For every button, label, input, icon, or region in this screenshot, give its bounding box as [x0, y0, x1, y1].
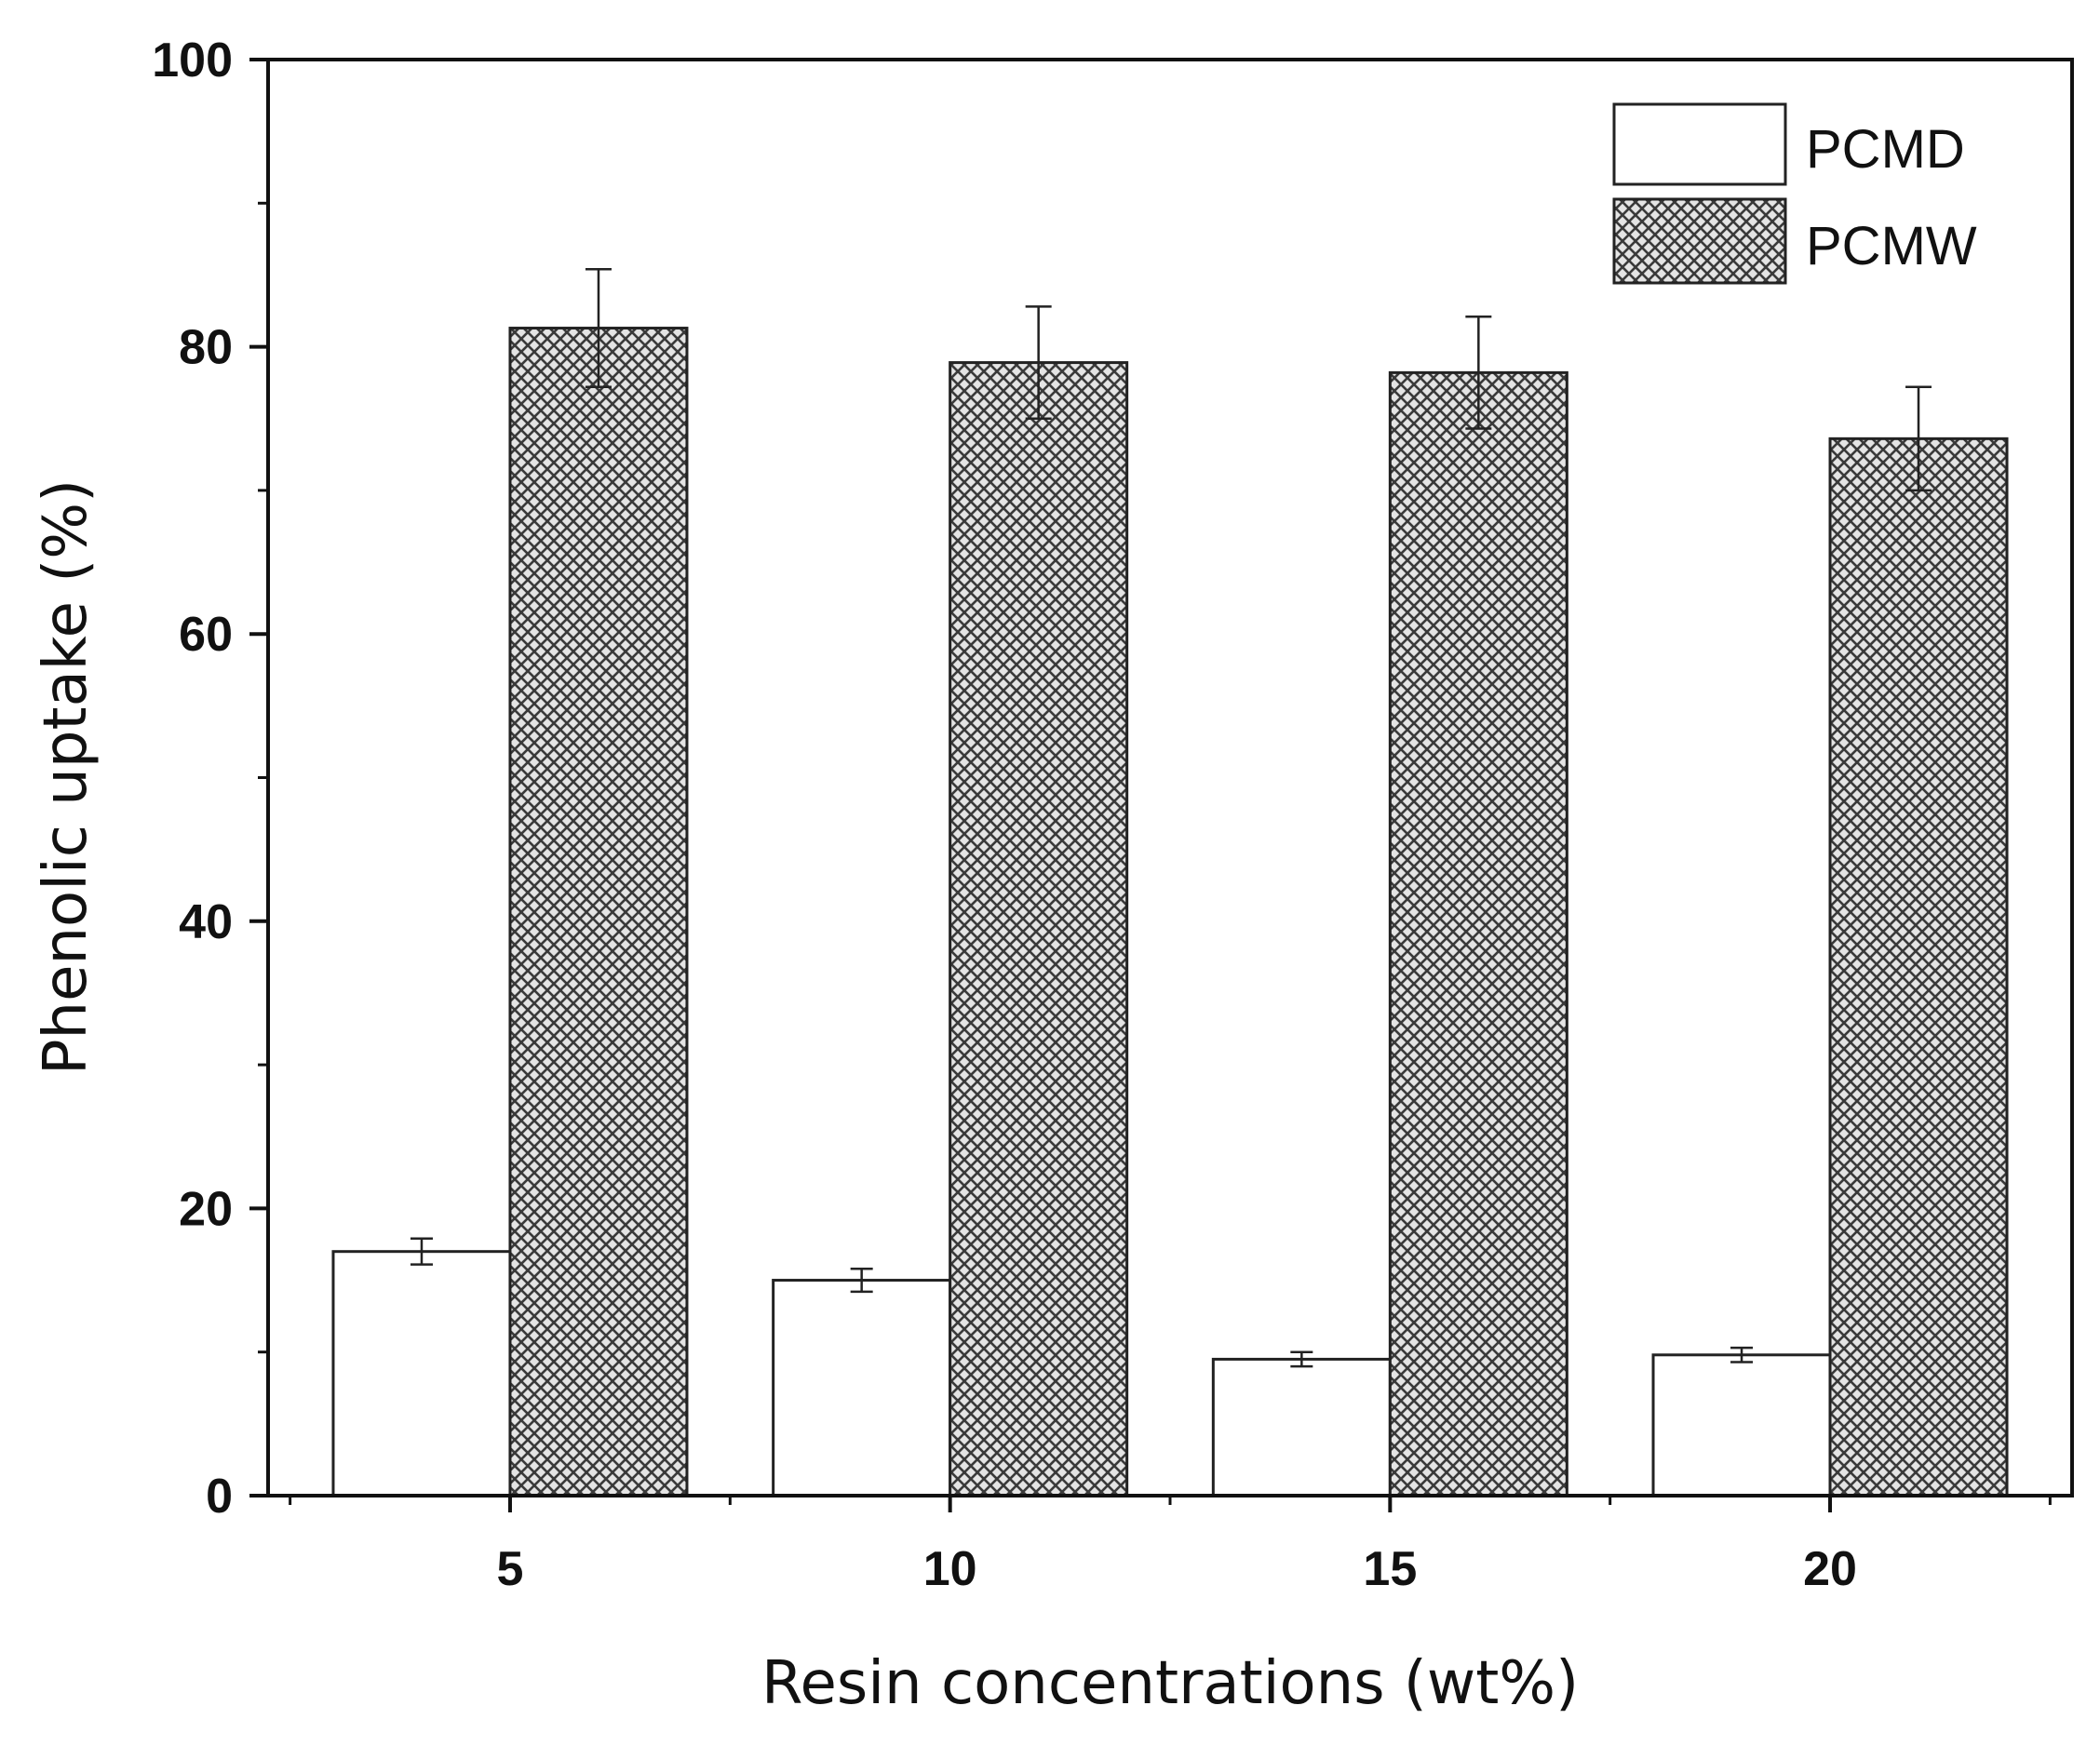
bar-pcmw-5 [508, 327, 689, 1498]
y-tick-label-80: 80 [179, 321, 233, 375]
y-tick-label-40: 40 [179, 895, 233, 949]
bar-pcmw-15 [1388, 370, 1568, 1498]
legend-swatch-pcmd [1612, 102, 1787, 186]
x-axis-ticks: 5 10 15 20 [289, 1496, 2052, 1596]
error-bar-pcmw-10 [1025, 305, 1052, 420]
legend-label-pcmw: PCMW [1806, 216, 1977, 276]
x-tick-label-20: 20 [1803, 1542, 1857, 1596]
error-bar-pcmw-20 [1905, 385, 1932, 492]
y-axis-ticks: 0 20 40 60 80 100 [152, 34, 268, 1524]
x-tick-label-10: 10 [923, 1542, 977, 1596]
x-tick-label-15: 15 [1363, 1542, 1417, 1596]
error-bar-pcmd-20 [1730, 1346, 1754, 1363]
bar-pcmd-10 [772, 1279, 952, 1498]
y-tick-label-20: 20 [179, 1182, 233, 1236]
error-bar-pcmd-15 [1290, 1350, 1313, 1368]
error-bars-layer [410, 268, 1932, 1368]
bar-pcmd-15 [1211, 1357, 1392, 1498]
legend-label-pcmd: PCMD [1806, 119, 1965, 180]
y-tick-label-100: 100 [152, 34, 233, 87]
x-axis-title: Resin concentrations (wt%) [761, 1649, 1579, 1718]
bars-layer [331, 327, 2009, 1498]
bar-pcmd-5 [331, 1250, 512, 1498]
error-bar-pcmd-5 [410, 1237, 433, 1266]
y-axis-title: Phenolic uptake (%) [32, 479, 101, 1075]
bar-pcmw-20 [1828, 436, 2009, 1498]
y-tick-label-0: 0 [206, 1470, 233, 1524]
error-bar-pcmw-15 [1465, 315, 1492, 430]
legend: PCMD PCMW [1612, 102, 1977, 285]
y-tick-label-60: 60 [179, 608, 233, 662]
bar-pcmd-20 [1651, 1353, 1832, 1498]
error-bar-pcmd-10 [850, 1267, 873, 1294]
x-tick-label-5: 5 [497, 1542, 524, 1596]
error-bar-pcmw-5 [585, 268, 612, 389]
legend-swatch-pcmw [1612, 197, 1787, 285]
bar-pcmw-10 [949, 361, 1129, 1498]
